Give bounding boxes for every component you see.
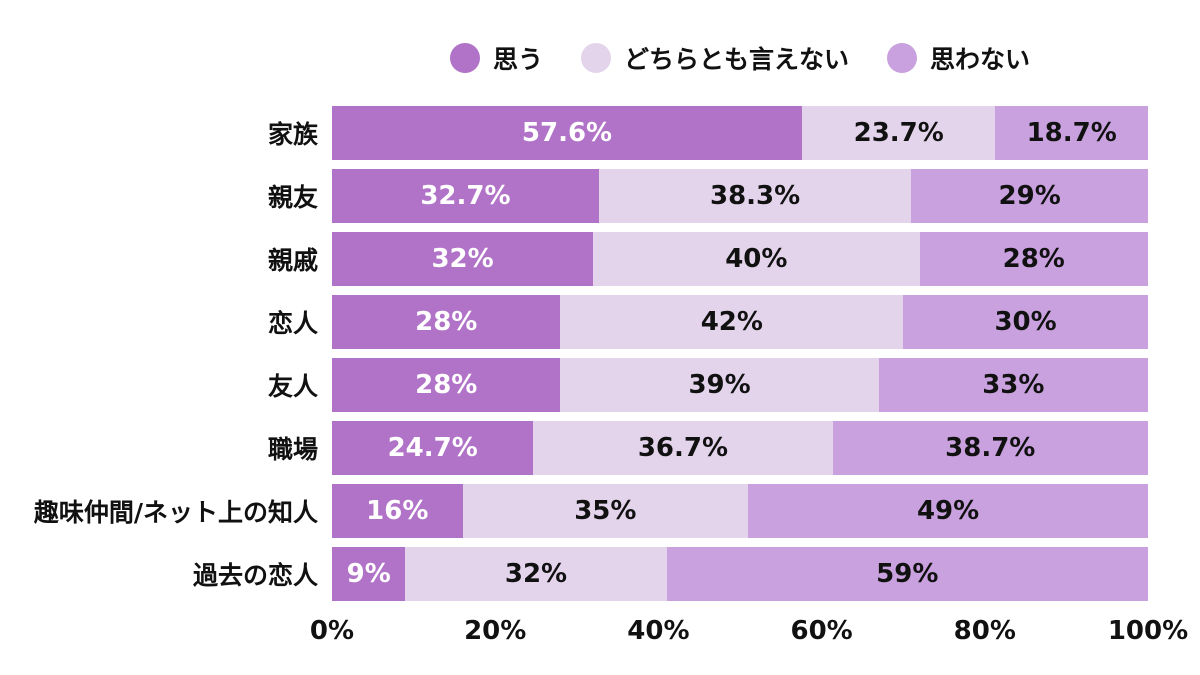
bar-segment: 28% bbox=[919, 232, 1148, 286]
bar-segment: 36.7% bbox=[533, 421, 833, 475]
segment-value-label: 38.3% bbox=[709, 181, 801, 211]
bar-track: 32.7% 38.3% 29% bbox=[332, 169, 1148, 223]
bar-track: 9% 32% 59% bbox=[332, 547, 1148, 601]
bar-segment: 28% bbox=[332, 358, 561, 412]
axis-tick-label: 60% bbox=[790, 616, 853, 646]
category-label: 過去の恋人 bbox=[192, 561, 318, 590]
bar-segment: 28% bbox=[332, 295, 561, 349]
category-label: 趣味仲間/ネット上の知人 bbox=[33, 498, 318, 527]
bar-segment: 57.6% bbox=[332, 106, 803, 160]
segment-value-label: 33% bbox=[982, 370, 1045, 400]
bar-segment: 29% bbox=[911, 169, 1148, 223]
legend: 思う どちらとも言えない 思わない bbox=[332, 0, 1148, 76]
axis-tick-label: 40% bbox=[627, 616, 690, 646]
segment-value-label: 35% bbox=[574, 496, 637, 526]
legend-swatch bbox=[887, 43, 917, 73]
segment-value-label: 23.7% bbox=[853, 118, 944, 148]
segment-value-label: 32.7% bbox=[420, 181, 511, 211]
legend-label: 思わない bbox=[930, 45, 1031, 74]
segment-value-label: 28% bbox=[415, 307, 478, 337]
chart-row: 恋人 28% 42% 30% bbox=[0, 295, 1200, 349]
chart-row: 家族 57.6% 23.7% 18.7% bbox=[0, 106, 1200, 160]
category-label: 親友 bbox=[267, 183, 318, 212]
segment-value-label: 49% bbox=[916, 496, 980, 526]
legend-label: どちらとも言えない bbox=[623, 45, 849, 74]
bar-segment: 38.3% bbox=[598, 169, 912, 223]
x-axis: 0% 20% 40% 60% 80% 100% bbox=[310, 610, 1188, 652]
legend-swatch bbox=[580, 43, 611, 73]
bar-segment: 18.7% bbox=[995, 106, 1148, 160]
bar-track: 16% 35% 49% bbox=[332, 484, 1148, 538]
legend-item: 思う bbox=[449, 40, 543, 76]
bar-track: 57.6% 23.7% 18.7% bbox=[332, 106, 1148, 160]
bar-segment: 40% bbox=[593, 232, 920, 286]
bar-segment: 23.7% bbox=[802, 106, 996, 160]
segment-value-label: 28% bbox=[1002, 244, 1065, 274]
chart-row: 趣味仲間/ネット上の知人 16% 35% 49% bbox=[0, 484, 1200, 538]
bar-segment: 9% bbox=[332, 547, 406, 601]
bar-track: 24.7% 36.7% 38.7% bbox=[332, 421, 1148, 475]
segment-value-label: 28% bbox=[415, 370, 478, 400]
legend-item: どちらとも言えない bbox=[580, 40, 849, 76]
bar-segment: 32% bbox=[405, 547, 667, 601]
bar-segment: 16% bbox=[332, 484, 463, 538]
bar-segment: 59% bbox=[666, 547, 1148, 601]
category-label: 親戚 bbox=[267, 246, 318, 275]
segment-value-label: 32% bbox=[504, 559, 568, 589]
bar-segment: 30% bbox=[903, 295, 1148, 349]
segment-value-label: 9% bbox=[346, 559, 391, 589]
category-label: 家族 bbox=[267, 120, 318, 149]
category-label: 恋人 bbox=[267, 309, 318, 338]
bar-segment: 42% bbox=[560, 295, 904, 349]
segment-value-label: 40% bbox=[725, 244, 788, 274]
axis-tick-label: 80% bbox=[953, 616, 1016, 646]
axis-tick-label: 0% bbox=[309, 616, 355, 646]
segment-value-label: 18.7% bbox=[1026, 118, 1117, 148]
segment-value-label: 38.7% bbox=[945, 433, 1036, 463]
segment-value-label: 29% bbox=[998, 181, 1061, 211]
segment-value-label: 16% bbox=[366, 496, 429, 526]
chart-row: 過去の恋人 9% 32% 59% bbox=[0, 547, 1200, 601]
bar-track: 28% 39% 33% bbox=[332, 358, 1148, 412]
legend-swatch bbox=[449, 43, 480, 73]
chart-row: 友人 28% 39% 33% bbox=[0, 358, 1200, 412]
bar-segment: 33% bbox=[878, 358, 1148, 412]
bar-segment: 49% bbox=[748, 484, 1148, 538]
bar-segment: 38.7% bbox=[832, 421, 1148, 475]
segment-value-label: 32% bbox=[431, 244, 494, 274]
segment-value-label: 36.7% bbox=[637, 433, 729, 463]
legend-item: 思わない bbox=[887, 40, 1030, 76]
chart-row: 親戚 32% 40% 28% bbox=[0, 232, 1200, 286]
segment-value-label: 39% bbox=[688, 370, 751, 400]
segment-value-label: 24.7% bbox=[387, 433, 478, 463]
axis-tick-label: 100% bbox=[1107, 616, 1189, 646]
segment-value-label: 59% bbox=[876, 559, 939, 589]
bar-segment: 24.7% bbox=[332, 421, 534, 475]
bar-track: 28% 42% 30% bbox=[332, 295, 1148, 349]
category-label: 友人 bbox=[267, 372, 318, 401]
chart-row: 親友 32.7% 38.3% 29% bbox=[0, 169, 1200, 223]
segment-value-label: 30% bbox=[994, 307, 1057, 337]
chart-row: 職場 24.7% 36.7% 38.7% bbox=[0, 421, 1200, 475]
chart-rows: 家族 57.6% 23.7% 18.7% 親友 32.7% 38.3% 29% 親戚 32% 40%… bbox=[0, 106, 1200, 601]
category-label: 職場 bbox=[267, 435, 318, 464]
bar-segment: 39% bbox=[560, 358, 879, 412]
legend-label: 思う bbox=[492, 45, 543, 74]
bar-segment: 32% bbox=[332, 232, 594, 286]
bar-segment: 32.7% bbox=[332, 169, 599, 223]
segment-value-label: 57.6% bbox=[521, 118, 613, 148]
axis-tick-label: 20% bbox=[464, 616, 527, 646]
segment-value-label: 42% bbox=[700, 307, 763, 337]
bar-segment: 35% bbox=[462, 484, 749, 538]
bar-track: 32% 40% 28% bbox=[332, 232, 1148, 286]
